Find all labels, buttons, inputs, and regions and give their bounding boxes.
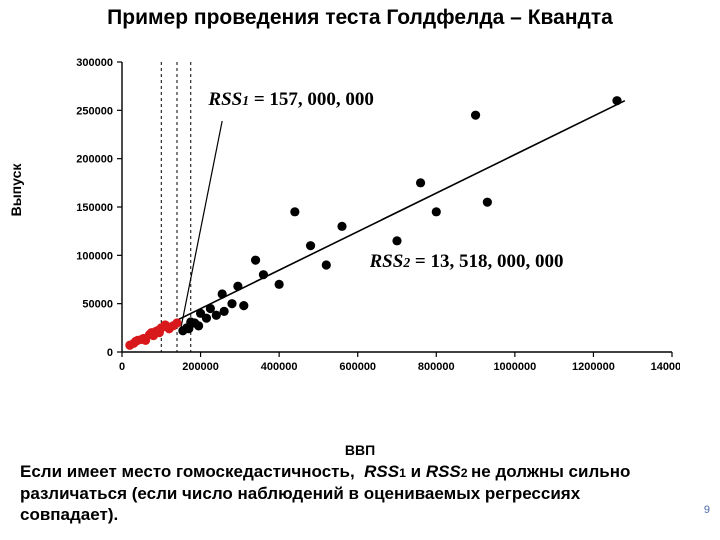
page-title: Пример проведения теста Голдфелда – Кван… [0, 0, 720, 30]
y-axis-label: Выпуск [8, 164, 24, 217]
svg-text:1000000: 1000000 [493, 361, 536, 373]
svg-text:250000: 250000 [76, 105, 113, 117]
svg-text:800000: 800000 [418, 361, 455, 373]
svg-text:600000: 600000 [339, 361, 376, 373]
svg-text:1400000: 1400000 [651, 361, 680, 373]
footer-text: Если имеет место гомоскедастичность, RSS… [20, 461, 680, 526]
svg-text:1200000: 1200000 [572, 361, 615, 373]
svg-text:50000: 50000 [82, 299, 113, 311]
scatter-chart: 0 50000 100000 150000 200000 250000 300000 0 200… [40, 54, 680, 394]
x-axis-label: ВВП [345, 442, 375, 458]
chart-svg: 0 50000 100000 150000 200000 250000 300000 0 200… [40, 54, 680, 394]
svg-text:400000: 400000 [261, 361, 298, 373]
svg-text:0: 0 [107, 347, 113, 359]
svg-text:300000: 300000 [76, 57, 113, 69]
chart-annotation-rss2: RSS2 = 13, 518, 000, 000 [370, 251, 681, 273]
svg-text:200000: 200000 [182, 361, 219, 373]
page-number: 9 [704, 504, 710, 516]
chart-annotation-rss1: RSS1 = 157, 000, 000 [208, 89, 608, 111]
svg-text:200000: 200000 [76, 154, 113, 166]
svg-text:150000: 150000 [76, 202, 113, 214]
svg-text:0: 0 [119, 361, 125, 373]
svg-text:100000: 100000 [76, 250, 113, 262]
